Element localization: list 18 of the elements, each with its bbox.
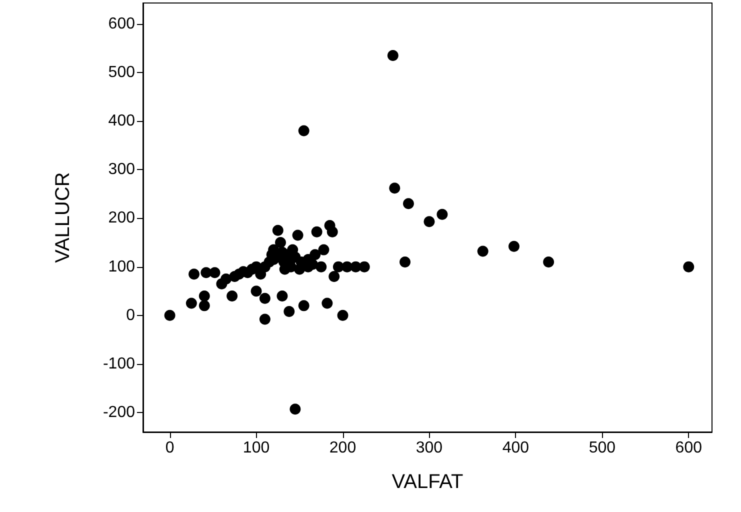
- x-tick-label: 400: [502, 440, 530, 456]
- y-tick-label: 400: [108, 112, 136, 130]
- y-axis-title: VALLUCR: [52, 172, 74, 263]
- x-tick-label: 600: [675, 440, 702, 456]
- x-tick-label: 200: [329, 440, 356, 456]
- y-tick-label: 100: [108, 258, 136, 276]
- x-tick-label: 300: [416, 440, 443, 456]
- y-tick-label: 600: [108, 15, 136, 32]
- y-tick-label: -200: [102, 404, 136, 422]
- x-tick-label: 0: [165, 440, 174, 456]
- y-tick-label: 0: [126, 306, 136, 324]
- y-tick-label: 500: [108, 64, 136, 81]
- x-tick-label: 500: [588, 440, 616, 456]
- x-tick-label: 100: [242, 440, 270, 456]
- y-tick-label: 300: [108, 161, 136, 178]
- y-tick-label: 200: [108, 210, 136, 227]
- y-tick-label: -100: [102, 355, 136, 372]
- x-axis-title: VALFAT: [392, 471, 464, 493]
